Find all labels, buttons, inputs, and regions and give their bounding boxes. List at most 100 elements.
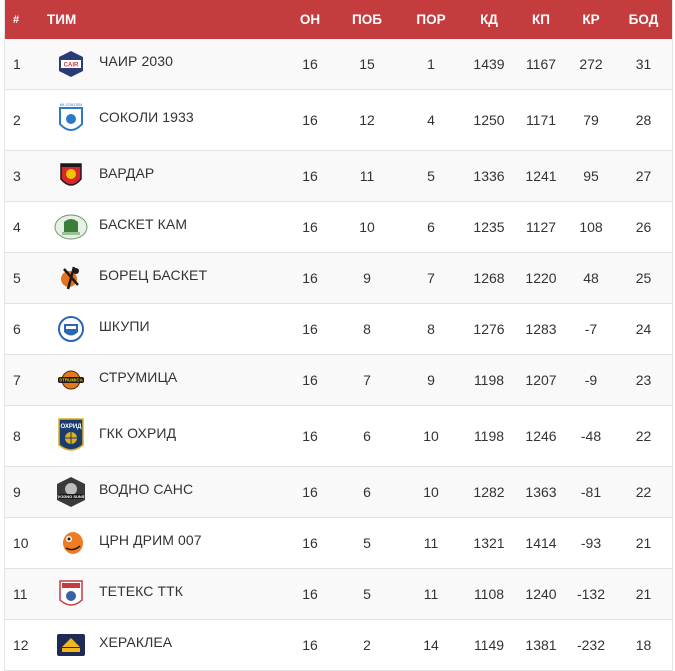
team-name[interactable]: ЧАИР 2030 (99, 53, 285, 69)
team-name[interactable]: ВОДНО САНС (99, 481, 285, 497)
row-points: 22 (635, 484, 652, 500)
svg-text:ОХРИД: ОХРИД (60, 424, 82, 430)
table-row[interactable]: 8 ОХРИД ГКК ОХРИД 16 6 10 1198 1246 -48 … (5, 406, 672, 467)
row-point-diff: -81 (580, 484, 602, 500)
row-played: 16 (302, 56, 318, 72)
team-logo (43, 315, 99, 343)
row-point-diff: 48 (583, 270, 599, 286)
table-row[interactable]: 3 ВАРДАР 16 11 5 1336 1241 95 27 (5, 151, 672, 202)
row-losses: 6 (427, 219, 435, 235)
svg-text:КК СОКОЛИ: КК СОКОЛИ (60, 102, 83, 107)
header-played: ОН (299, 12, 321, 27)
row-wins: 6 (363, 428, 371, 444)
row-points: 25 (635, 270, 652, 286)
team-name[interactable]: ШКУПИ (99, 318, 285, 334)
vodno-logo: VODNO SUNS (57, 477, 85, 507)
row-played: 16 (302, 586, 318, 602)
team-name[interactable]: ЦРН ДРИМ 007 (99, 532, 285, 548)
row-points: 22 (635, 428, 652, 444)
row-points-for: 1268 (473, 270, 505, 286)
header-wins: ПОБ (352, 12, 382, 27)
team-name[interactable]: СОКОЛИ 1933 (99, 109, 285, 125)
row-points-against: 1220 (525, 270, 557, 286)
row-points: 24 (635, 321, 652, 337)
basket-kam-logo (54, 214, 88, 240)
team-name-text: ТЕТЕКС ТТК (99, 583, 184, 599)
row-losses: 7 (427, 270, 435, 286)
header-losses: ПОР (416, 12, 446, 27)
team-name[interactable]: ГКК ОХРИД (99, 425, 285, 441)
row-pos: 7 (13, 372, 21, 388)
row-point-diff: 108 (579, 219, 603, 235)
borec-logo (61, 266, 79, 290)
team-logo: ОХРИД (43, 417, 99, 455)
team-name-text: ШКУПИ (99, 318, 150, 334)
row-points-for: 1321 (473, 535, 505, 551)
row-losses: 11 (423, 535, 439, 551)
team-name[interactable]: БОРЕЦ БАСКЕТ (99, 267, 285, 283)
row-played: 16 (302, 428, 318, 444)
row-pos: 2 (13, 112, 21, 128)
standings-table: # ТИМ ОН ПОБ ПОР КД КП КР БОД 1 CAIR ЧАИ… (4, 0, 673, 671)
row-wins: 5 (363, 535, 371, 551)
team-logo (43, 161, 99, 191)
table-row[interactable]: 11 ТЕТЕКС ТТК 16 5 11 1108 1240 -132 21 (5, 569, 672, 620)
table-row[interactable]: 2 КК СОКОЛИ СОКОЛИ 1933 16 12 4 1250 117… (5, 90, 672, 151)
row-point-diff: -7 (584, 321, 598, 337)
row-point-diff: -93 (580, 535, 602, 551)
row-points-for: 1282 (473, 484, 505, 500)
row-points-against: 1127 (525, 219, 557, 235)
row-losses: 14 (423, 637, 439, 653)
table-row[interactable]: 7 STRUMICA СТРУМИЦА 16 7 9 1198 1207 -9 … (5, 355, 672, 406)
table-row[interactable]: 9 VODNO SUNS ВОДНО САНС 16 6 10 1282 136… (5, 467, 672, 518)
row-pos: 1 (13, 56, 21, 72)
row-points-for: 1198 (473, 428, 505, 444)
row-losses: 10 (423, 428, 439, 444)
table-row[interactable]: 10 ЦРН ДРИМ 007 16 5 11 1321 1414 -93 21 (5, 518, 672, 569)
team-logo: CAIR (43, 49, 99, 79)
row-losses: 5 (427, 168, 435, 184)
header-points-against: КП (532, 12, 550, 27)
row-points: 28 (635, 112, 652, 128)
header-team: ТИМ (47, 12, 77, 27)
row-pos: 12 (13, 637, 29, 653)
svg-text:CAIR: CAIR (64, 63, 79, 69)
row-points: 26 (635, 219, 652, 235)
row-points-for: 1235 (473, 219, 505, 235)
team-logo (43, 528, 99, 558)
row-losses: 8 (427, 321, 435, 337)
team-name[interactable]: ХЕРАКЛЕА (99, 634, 285, 650)
team-name[interactable]: СТРУМИЦА (99, 369, 285, 385)
table-body: 1 CAIR ЧАИР 2030 16 15 1 1439 1167 272 3… (5, 39, 672, 671)
team-name[interactable]: БАСКЕТ КАМ (99, 216, 285, 232)
row-points-against: 1240 (525, 586, 557, 602)
team-name[interactable]: ВАРДАР (99, 165, 285, 181)
row-point-diff: -132 (576, 586, 606, 602)
row-points-for: 1149 (473, 637, 505, 653)
vardar-logo (60, 163, 82, 186)
row-played: 16 (302, 270, 318, 286)
row-points-against: 1207 (525, 372, 557, 388)
row-pos: 4 (13, 219, 21, 235)
team-name-text: ХЕРАКЛЕА (99, 634, 173, 650)
team-name[interactable]: ТЕТЕКС ТТК (99, 583, 285, 599)
table-row[interactable]: 12 ХЕРАКЛЕА 16 2 14 1149 1381 -232 18 (5, 620, 672, 671)
header-pos: # (13, 13, 20, 26)
table-row[interactable]: 5 БОРЕЦ БАСКЕТ 16 9 7 1268 1220 48 25 (5, 253, 672, 304)
header-points: БОД (628, 12, 659, 27)
row-pos: 6 (13, 321, 21, 337)
table-row[interactable]: 6 ШКУПИ 16 8 8 1276 1283 -7 24 (5, 304, 672, 355)
row-point-diff: 79 (583, 112, 599, 128)
header-point-diff: КР (582, 12, 600, 27)
row-losses: 1 (427, 56, 435, 72)
row-played: 16 (302, 484, 318, 500)
table-row[interactable]: 4 БАСКЕТ КАМ 16 10 6 1235 1127 108 26 (5, 202, 672, 253)
row-point-diff: -9 (584, 372, 598, 388)
table-row[interactable]: 1 CAIR ЧАИР 2030 16 15 1 1439 1167 272 3… (5, 39, 672, 90)
team-logo: VODNO SUNS (43, 476, 99, 508)
row-point-diff: 272 (579, 56, 603, 72)
row-points-against: 1283 (525, 321, 557, 337)
strumica-logo: STRUMICA (58, 370, 84, 390)
team-logo: КК СОКОЛИ (43, 102, 99, 138)
row-points-for: 1250 (473, 112, 505, 128)
